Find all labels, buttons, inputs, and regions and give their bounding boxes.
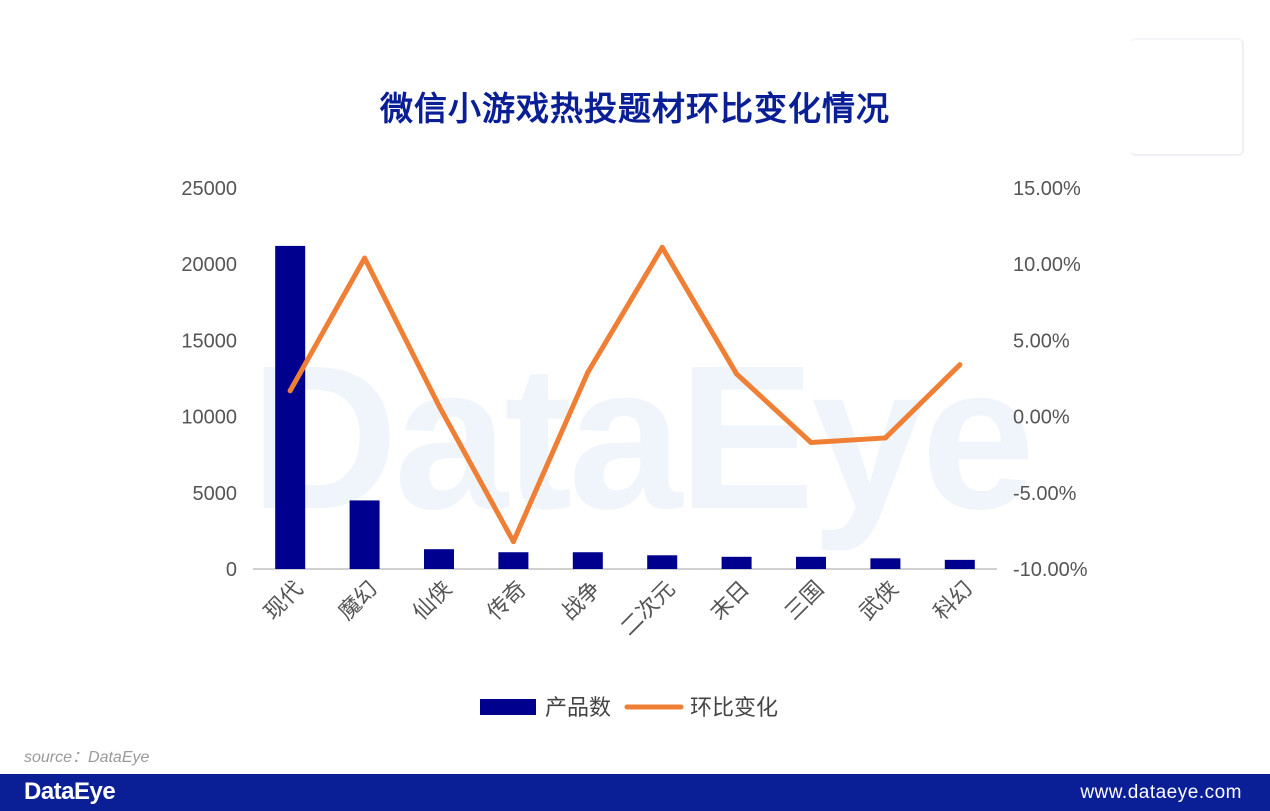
bar: [424, 549, 454, 569]
line-point: [882, 435, 888, 441]
bar: [721, 556, 752, 569]
left-tick-label: 15000: [181, 330, 237, 352]
bar: [349, 500, 380, 569]
bar-series: [275, 245, 975, 570]
chart: 0 5000 10000 15000 20000 25000 -10.00% -5.00% 0…: [181, 178, 1088, 721]
line-series: [287, 244, 963, 545]
footer-url: www.dataeye.com: [1080, 782, 1242, 803]
legend: 产品数 环比变化: [480, 696, 778, 721]
legend-label: 环比变化: [690, 696, 778, 721]
category-label: 科幻: [929, 577, 978, 626]
chart-title: 微信小游戏热投题材环比变化情况: [380, 89, 890, 128]
bar: [572, 552, 603, 569]
bar: [275, 245, 306, 570]
category-label: 传奇: [483, 577, 532, 626]
left-tick-label: 20000: [181, 254, 237, 276]
line-point: [510, 539, 516, 545]
category-label: 魔幻: [334, 577, 383, 626]
category-label: 现代: [260, 577, 309, 626]
watermark: DataEye: [250, 323, 1035, 552]
footer-logo: DataEye: [24, 778, 116, 805]
line-point: [362, 255, 368, 261]
left-axis: 0 5000 10000 15000 20000 25000: [181, 178, 237, 581]
left-tick-label: 0: [226, 559, 237, 581]
right-tick-label: -5.00%: [1013, 483, 1077, 505]
category-label: 武侠: [855, 577, 904, 626]
bar: [944, 559, 975, 569]
line-point: [957, 362, 963, 368]
left-tick-label: 25000: [181, 178, 237, 200]
bar: [647, 555, 678, 569]
category-label: 末日: [706, 577, 755, 626]
line-point: [287, 388, 293, 394]
line-point: [734, 371, 740, 377]
line-point: [585, 369, 591, 375]
bar: [498, 552, 529, 569]
footer-bar: DataEye www.dataeye.com: [0, 774, 1270, 811]
bar: [870, 558, 901, 569]
left-tick-label: 5000: [193, 483, 238, 505]
right-tick-label: 5.00%: [1013, 330, 1070, 352]
line-point: [436, 403, 442, 409]
category-label: 仙侠: [408, 577, 457, 626]
right-tick-label: 0.00%: [1013, 407, 1070, 429]
category-label: 三国: [780, 577, 829, 626]
right-tick-label: 15.00%: [1013, 178, 1081, 200]
right-tick-label: 10.00%: [1013, 254, 1081, 276]
bar: [796, 556, 826, 569]
right-axis: -10.00% -5.00% 0.00% 5.00% 10.00% 15.00%: [1013, 178, 1088, 581]
line-point: [659, 244, 665, 250]
legend-bar-swatch: [480, 699, 536, 715]
source-note: source：DataEye: [24, 749, 150, 766]
category-labels: 现代 魔幻 仙侠 传奇 战争 二次元 末日 三国 武侠 科幻: [260, 577, 978, 641]
corner-decoration: [1130, 38, 1244, 156]
right-tick-label: -10.00%: [1013, 559, 1088, 581]
line-point: [808, 440, 814, 446]
left-tick-label: 10000: [181, 407, 237, 429]
line-path: [287, 244, 963, 545]
category-label: 战争: [557, 577, 606, 626]
legend-label: 产品数: [545, 696, 611, 721]
category-label: 二次元: [616, 577, 680, 641]
